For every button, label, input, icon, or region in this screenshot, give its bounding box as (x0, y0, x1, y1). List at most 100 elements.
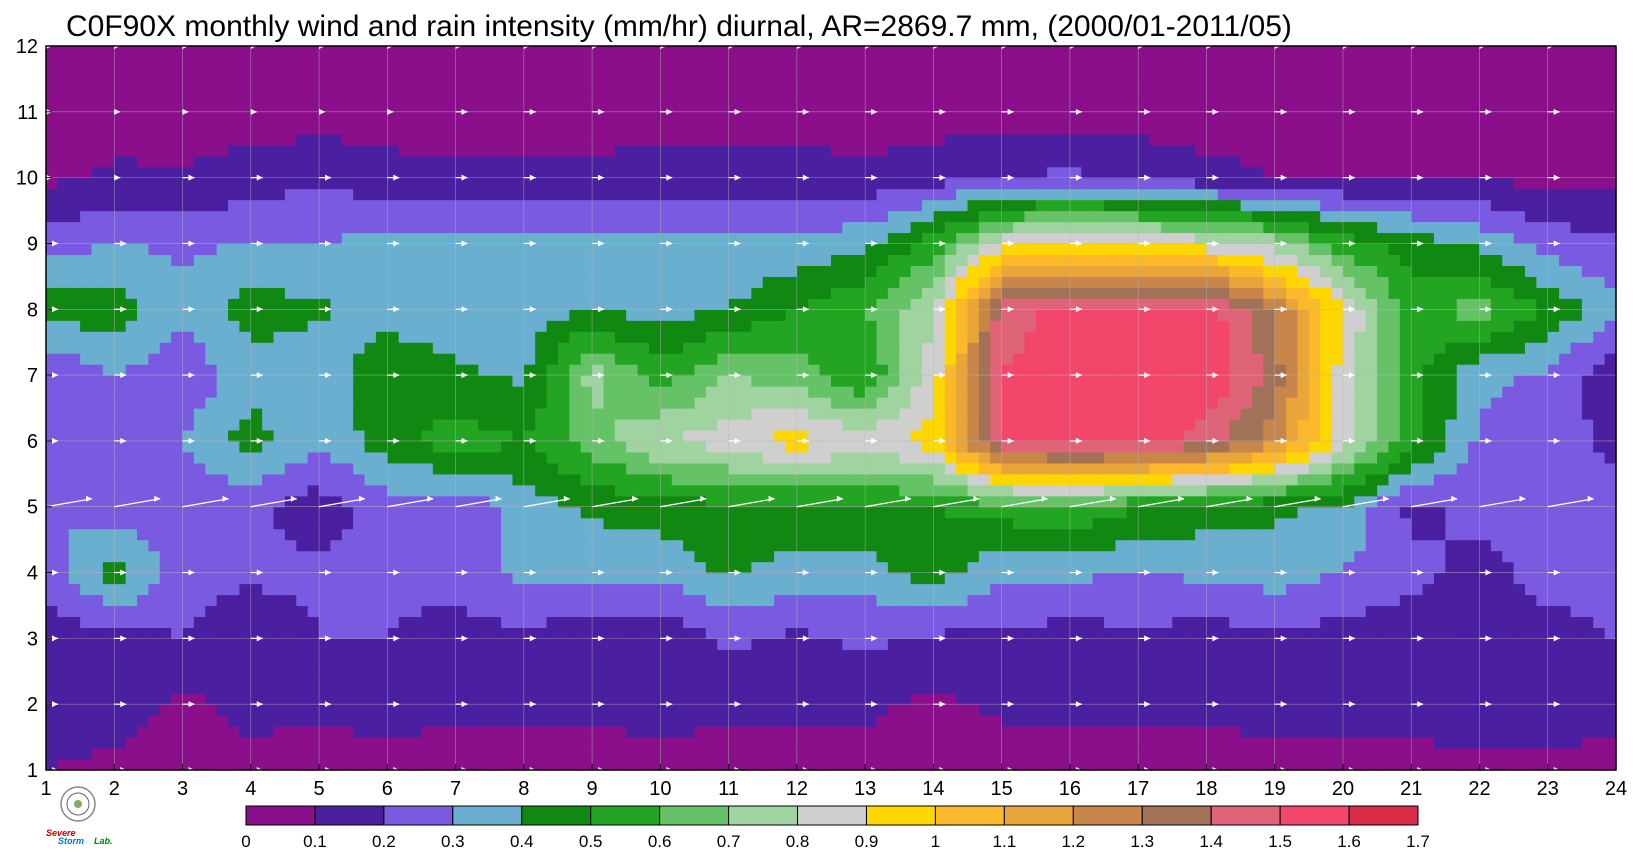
heat-cell (683, 342, 696, 354)
heat-cell (250, 298, 263, 310)
heat-cell (193, 166, 206, 179)
heat-cell (68, 144, 81, 157)
heat-cell (819, 375, 832, 387)
heat-cell (546, 309, 559, 321)
heat-cell (648, 166, 661, 179)
heat-cell (523, 298, 536, 310)
heat-cell (364, 331, 377, 343)
heat-cell (523, 484, 536, 497)
heat-cell (728, 418, 741, 431)
heat-cell (592, 451, 605, 464)
heat-cell (330, 331, 343, 343)
heat-cell (546, 221, 559, 234)
heat-cell (262, 188, 275, 201)
heat-cell (273, 517, 286, 530)
heat-cell (80, 122, 93, 135)
heat-cell (398, 616, 411, 628)
heat-cell (444, 726, 457, 738)
heat-cell (159, 737, 172, 749)
heat-cell (728, 265, 741, 277)
heat-cell (68, 704, 81, 716)
heat-cell (159, 254, 172, 266)
heat-cell (398, 759, 411, 771)
heat-cell (705, 528, 718, 541)
heat-cell (364, 265, 377, 277)
heat-cell (535, 649, 548, 661)
heat-cell (853, 627, 866, 639)
heat-cell (648, 451, 661, 464)
heat-cell (387, 144, 400, 157)
heat-cell (387, 188, 400, 201)
heat-cell (364, 111, 377, 124)
heat-cell (68, 583, 81, 596)
heat-cell (501, 572, 514, 585)
heat-cell (410, 737, 423, 749)
heat-cell (182, 528, 195, 541)
heat-cell (341, 166, 354, 179)
heat-cell (819, 331, 832, 343)
heat-cell (216, 550, 229, 563)
heat-cell (717, 616, 730, 628)
heat-cell (398, 89, 411, 102)
heat-cell (819, 133, 832, 146)
heat-cell (603, 616, 616, 628)
heat-cell (91, 429, 104, 442)
heat-cell (683, 660, 696, 672)
heat-cell (899, 682, 912, 694)
heat-cell (216, 188, 229, 201)
heat-cell (125, 342, 138, 354)
heat-cell (398, 243, 411, 256)
heat-cell (876, 506, 889, 519)
heat-cell (671, 221, 684, 234)
heat-cell (648, 660, 661, 672)
heat-cell (466, 671, 479, 683)
heat-cell (296, 265, 309, 277)
heat-cell (739, 364, 752, 376)
heat-cell (717, 166, 730, 179)
heat-cell (762, 528, 775, 541)
heat-cell (728, 276, 741, 288)
heat-cell (648, 517, 661, 530)
heat-cell (478, 506, 491, 519)
heat-cell (603, 759, 616, 771)
heat-cell (603, 484, 616, 497)
heat-cell (671, 759, 684, 771)
heat-cell (683, 155, 696, 168)
heat-cell (614, 298, 627, 310)
heat-cell (683, 484, 696, 497)
heat-cell (444, 484, 457, 497)
heat-cell (398, 122, 411, 135)
heat-cell (46, 155, 58, 168)
heat-cell (705, 660, 718, 672)
heat-cell (228, 276, 241, 288)
heat-cell (819, 276, 832, 288)
heat-cell (319, 265, 332, 277)
heat-cell (387, 111, 400, 124)
heat-cell (80, 364, 93, 376)
heat-cell (239, 210, 252, 223)
heat-cell (512, 265, 525, 277)
heat-cell (398, 199, 411, 212)
heat-cell (819, 177, 832, 190)
heat-cell (205, 210, 218, 223)
heat-cell (842, 660, 855, 672)
heat-cell (728, 726, 741, 738)
heat-cell (364, 56, 377, 69)
heat-cell (853, 704, 866, 716)
heat-cell (205, 660, 218, 672)
heat-cell (751, 46, 764, 58)
heat-cell (444, 605, 457, 618)
heat-cell (546, 166, 559, 179)
heat-cell (671, 408, 684, 420)
heat-cell (683, 638, 696, 650)
heat-cell (489, 133, 502, 146)
heat-cell (660, 100, 673, 113)
heat-cell (705, 682, 718, 694)
heat-cell (193, 462, 206, 475)
heat-cell (728, 506, 741, 519)
heat-cell (421, 528, 434, 541)
heat-cell (375, 517, 388, 530)
heat-cell (808, 726, 821, 738)
heat-cell (137, 517, 149, 530)
heat-cell (876, 221, 889, 234)
